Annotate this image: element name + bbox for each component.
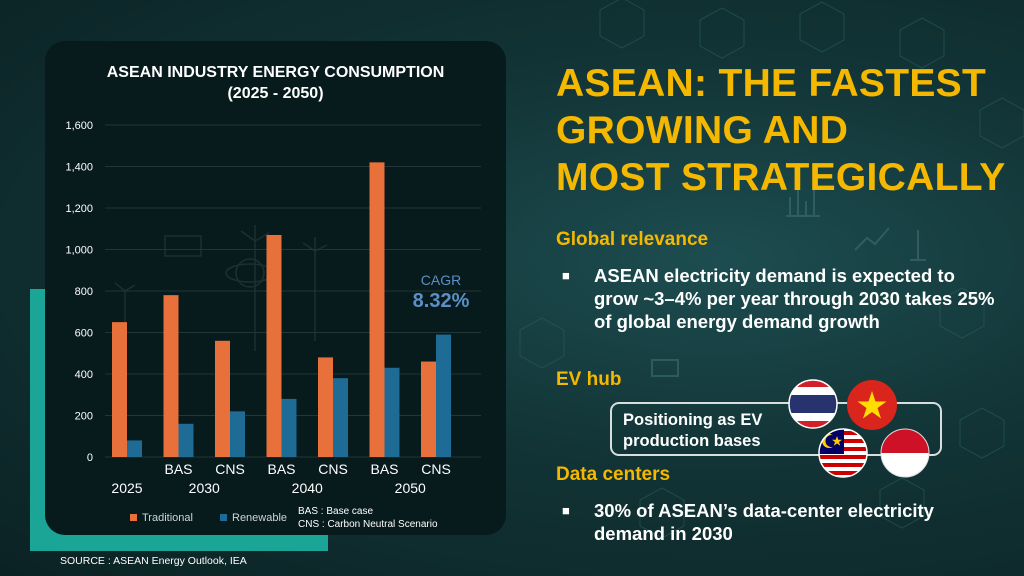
note-bas: BAS : Base case (298, 506, 373, 517)
chart-title: ASEAN INDUSTRY ENERGY CONSUMPTION (106, 64, 445, 81)
chart-subtitle: (2025 - 2050) (227, 85, 324, 102)
bar-renewable (178, 423, 194, 457)
cagr-value: 8.32% (413, 290, 470, 312)
bar-traditional (266, 234, 282, 457)
headline-line-2: GROWING AND (556, 109, 849, 152)
bar-traditional (163, 295, 179, 457)
bar-renewable (333, 378, 348, 457)
heading-data-centers: Data centers (556, 464, 671, 485)
x-group-label: 2050 (395, 480, 426, 496)
x-tick-label: CNS (318, 461, 348, 477)
malaysia-flag-icon (818, 428, 868, 478)
y-tick-label: 200 (75, 411, 93, 423)
bar-renewable (281, 398, 297, 457)
y-tick-label: 800 (75, 286, 93, 298)
headline-line-1: ASEAN: THE FASTEST (556, 62, 987, 105)
bar-renewable (230, 411, 245, 457)
headline-line-3: MOST STRATEGICALLY (556, 156, 1006, 199)
y-tick-label: 1,400 (65, 162, 93, 174)
bar-traditional (421, 361, 436, 457)
chart-title-block: ASEAN INDUSTRY ENERGY CONSUMPTION (2025 … (45, 62, 506, 104)
headline: ASEAN: THE FASTEST GROWING AND MOST STRA… (556, 60, 1016, 201)
ev-box (610, 402, 942, 456)
note-cns: CNS : Carbon Neutral Scenario (298, 519, 438, 530)
y-tick-label: 600 (75, 328, 93, 340)
y-tick-label: 1,600 (65, 120, 93, 132)
legend-label-traditional: Traditional (142, 512, 193, 524)
x-tick-label: CNS (215, 461, 245, 477)
bullet-square-icon: ■ (562, 268, 570, 283)
y-tick-label: 0 (87, 452, 93, 464)
bar-traditional (318, 357, 333, 457)
heading-global-relevance: Global relevance (556, 229, 709, 250)
x-group-label: 2040 (292, 480, 323, 496)
x-tick-label: BAS (370, 461, 398, 477)
thailand-flag-icon (788, 379, 838, 429)
y-tick-label: 1,200 (65, 203, 93, 215)
x-tick-label: CNS (421, 461, 451, 477)
bar-renewable (127, 440, 142, 457)
bar-traditional (369, 162, 385, 457)
x-tick-label: BAS (267, 461, 295, 477)
x-group-label: 2025 (111, 480, 142, 496)
bar-traditional (112, 322, 127, 457)
x-group-label: 2030 (189, 480, 220, 496)
indonesia-flag-icon (880, 428, 930, 478)
bar-renewable (436, 334, 451, 457)
bar-chart: 0 200 400 600 800 1,000 1,200 1,400 1,600 BAS CNS… (65, 120, 481, 530)
heading-ev-hub: EV hub (556, 369, 622, 390)
ev-box-text: Positioning as EV production bases (623, 411, 763, 450)
y-tick-label: 1,000 (65, 245, 93, 257)
source-note: SOURCE : ASEAN Energy Outlook, IEA (60, 555, 247, 567)
vietnam-flag-icon (847, 380, 897, 430)
bullet-text: ASEAN electricity demand is expected to … (594, 265, 995, 332)
bullet-text: 30% of ASEAN’s data-center electricity d… (594, 500, 934, 544)
legend-swatch-renewable (220, 514, 227, 521)
bullet-square-icon: ■ (562, 503, 570, 518)
x-tick-label: BAS (164, 461, 192, 477)
legend: Traditional Renewable (130, 512, 287, 524)
legend-swatch-traditional (130, 514, 137, 521)
y-tick-label: 400 (75, 369, 93, 381)
bar-traditional (215, 340, 230, 457)
bar-renewable (384, 367, 400, 457)
cagr-label: CAGR (421, 272, 461, 288)
legend-label-renewable: Renewable (232, 512, 287, 524)
